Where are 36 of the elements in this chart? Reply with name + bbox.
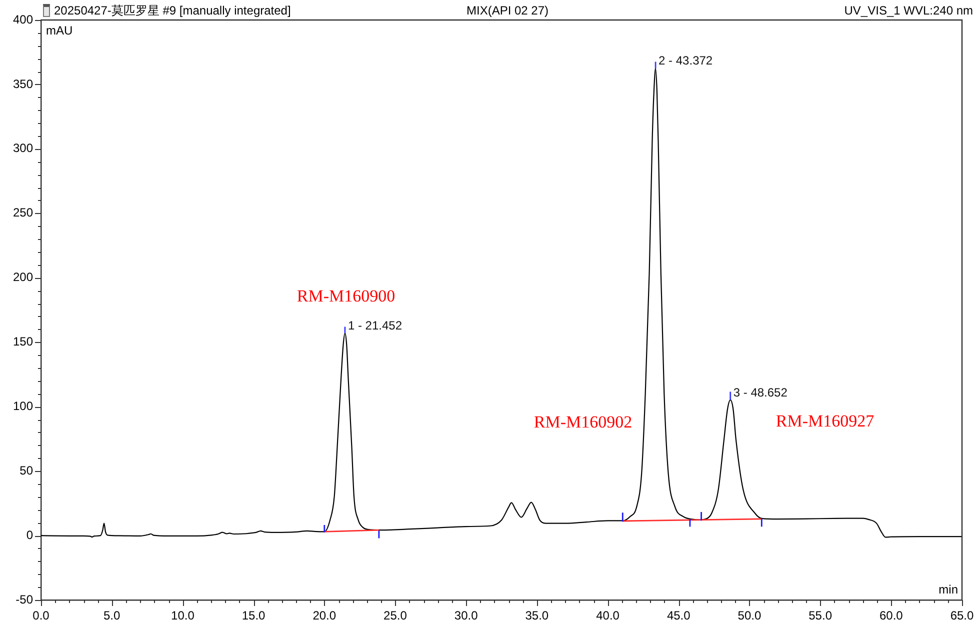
x-axis-title: min [938, 582, 958, 596]
annotation: 1 - 21.452 [348, 318, 402, 333]
x-tick-label: 55.0 [808, 608, 832, 623]
y-tick-label: 250 [12, 206, 34, 220]
x-tick-label: 0.0 [32, 608, 50, 623]
x-tick-label: 40.0 [596, 608, 620, 623]
x-tick-label: 50.0 [738, 608, 762, 623]
x-tick-label: 35.0 [525, 608, 549, 623]
x-tick-label: 5.0 [104, 608, 121, 623]
y-tick-label: 400 [12, 12, 34, 26]
y-tick-label: 350 [12, 76, 34, 91]
y-tick-label: 200 [12, 270, 34, 284]
x-tick-label: 45.0 [666, 608, 691, 623]
x-tick-label: 60.0 [879, 608, 904, 623]
annotation: 2 - 43.372 [658, 54, 713, 68]
annotation: 3 - 48.652 [733, 385, 788, 400]
y-tick-label: 300 [12, 141, 34, 156]
y-tick-label: 150 [12, 334, 34, 349]
annotation: RM-M160900 [296, 286, 396, 306]
x-tick-label: 20.0 [312, 608, 336, 623]
y-tick-label: -50 [16, 592, 34, 606]
y-tick-label: 50 [20, 463, 34, 478]
x-tick-label: 25.0 [384, 608, 408, 623]
x-tick-label: 15.0 [242, 608, 266, 623]
text: UV_VIS_1 WVL:240 nm [844, 3, 973, 18]
line-series [41, 68, 962, 538]
annotation: RM-M160902 [534, 412, 632, 432]
x-tick-label: 10.0 [171, 608, 195, 623]
y-tick-label: 100 [12, 398, 34, 413]
y-axis-title: mAU [46, 23, 73, 38]
x-tick-label: 65.0 [950, 608, 974, 623]
chart-title: 20250427-莫匹罗星 #9 [manually integrated] [54, 3, 291, 18]
y-tick-label: 0 [26, 528, 34, 542]
annotation: RM-M160927 [776, 411, 875, 430]
x-tick-label: 30.0 [454, 608, 478, 623]
chart-subtitle: MIX(API 02 27) [466, 3, 549, 18]
